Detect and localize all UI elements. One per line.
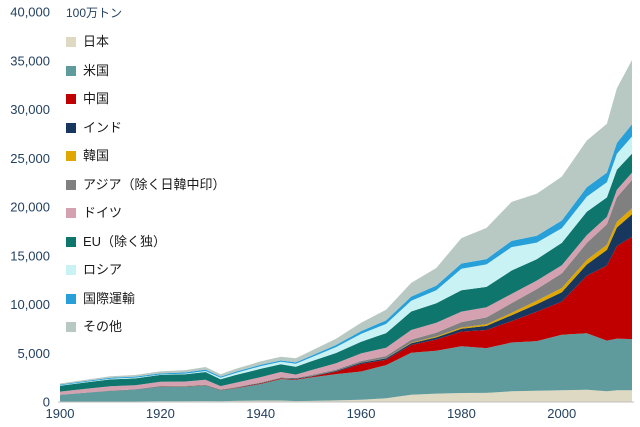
legend-label-usa: 米国 — [83, 62, 110, 78]
legend-label-india: インド — [83, 119, 123, 135]
legend-label-korea: 韓国 — [83, 148, 110, 163]
legend-swatch-russia — [66, 265, 76, 275]
area-series-russia — [60, 136, 632, 386]
unit-label: 100万トン — [66, 6, 122, 20]
x-axis-label: 1900 — [46, 406, 75, 421]
y-axis-label: 10,000 — [10, 297, 50, 312]
legend-swatch-intl-transport — [66, 293, 76, 304]
legend-label-asia-other: アジア（除く日韓中印） — [83, 176, 226, 192]
y-axis-label: 15,000 — [10, 248, 50, 263]
legend-item-india: インド — [66, 119, 225, 135]
legend-label-china: 中国 — [83, 91, 110, 106]
legend-swatch-asia-other — [66, 179, 76, 190]
legend-item-intl-transport: 国際運輸 — [66, 290, 225, 306]
x-axis-label: 2000 — [547, 406, 576, 421]
legend-swatch-china — [66, 94, 76, 104]
y-axis-tick-labels: 0 5,000 10,000 15,000 20,000 25,000 30,000 35,0… — [10, 5, 50, 410]
y-axis-label: 0 — [43, 395, 50, 410]
legend-label-eu-other: EU（除く独） — [83, 233, 167, 249]
legend-swatch-korea — [66, 151, 76, 161]
x-axis-label: 1920 — [146, 406, 175, 421]
legend-label-japan: 日本 — [83, 34, 110, 49]
legend-swatch-india — [66, 122, 76, 133]
legend-item-eu-other: EU（除く独） — [66, 233, 225, 249]
chart-area-series — [60, 60, 632, 402]
chart-legend: 日本米国中国インド韓国アジア（除く日韓中印） ドイツ EU（除く独） ロシア国際運輸そ… — [66, 34, 226, 334]
legend-item-others: その他 — [66, 319, 225, 334]
area-series-japan — [60, 389, 632, 402]
x-axis-tick-labels: 1900 1920 1940 1960 1980 2000 — [46, 406, 577, 421]
legend-item-japan: 日本 — [66, 34, 225, 49]
x-axis-label: 1940 — [246, 406, 275, 421]
area-series-others — [60, 60, 632, 385]
legend-label-germany: ドイツ — [83, 205, 123, 220]
y-axis-label: 35,000 — [10, 53, 50, 68]
legend-item-korea: 韓国 — [66, 148, 225, 163]
y-axis-label: 40,000 — [10, 5, 50, 20]
area-series-usa — [60, 333, 632, 402]
legend-item-russia: ロシア — [66, 262, 225, 277]
y-axis-label: 25,000 — [10, 151, 50, 166]
legend-label-intl-transport: 国際運輸 — [83, 290, 136, 306]
legend-swatch-others — [66, 322, 76, 332]
y-axis-label: 20,000 — [10, 200, 50, 215]
y-axis-label: 5,000 — [17, 346, 50, 361]
legend-label-others: その他 — [83, 319, 123, 334]
area-series-eu-other — [60, 153, 632, 392]
legend-label-russia: ロシア — [83, 262, 123, 277]
legend-item-china: 中国 — [66, 91, 225, 106]
legend-swatch-germany — [66, 208, 76, 218]
y-axis-label: 30,000 — [10, 102, 50, 117]
x-axis-label: 1960 — [347, 406, 376, 421]
legend-swatch-japan — [66, 37, 76, 47]
legend-item-germany: ドイツ — [66, 205, 225, 220]
legend-item-asia-other: アジア（除く日韓中印） — [66, 176, 226, 192]
legend-swatch-eu-other — [66, 236, 76, 247]
legend-swatch-usa — [66, 65, 76, 76]
x-axis-label: 1980 — [447, 406, 476, 421]
legend-item-usa: 米国 — [66, 62, 225, 78]
